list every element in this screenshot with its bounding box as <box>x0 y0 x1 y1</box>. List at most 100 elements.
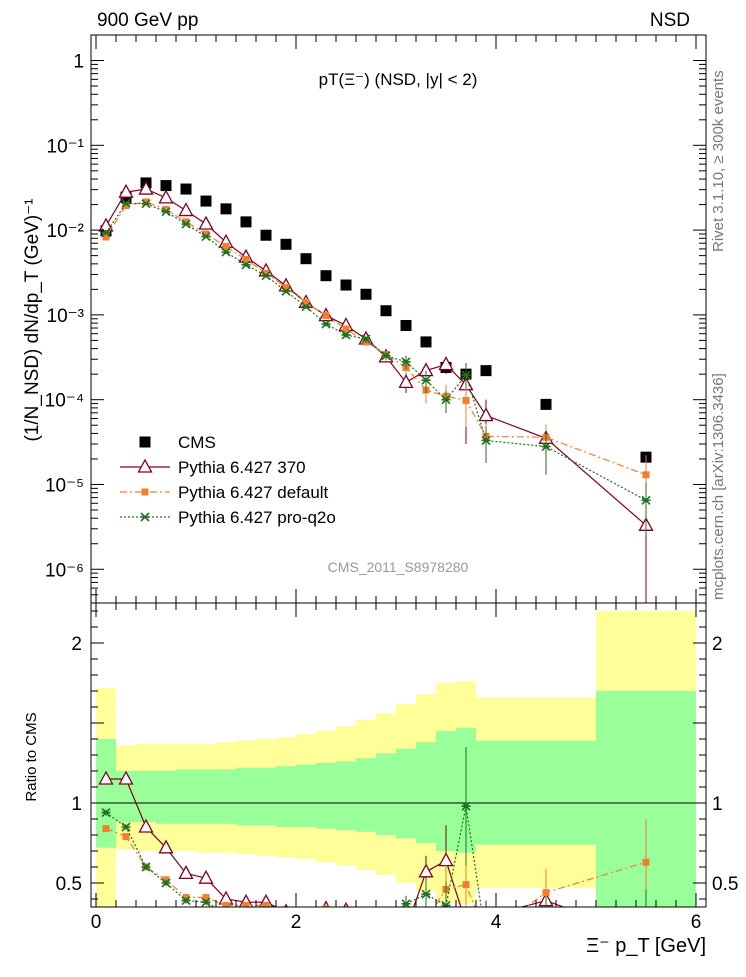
band-segment <box>496 740 596 845</box>
data-point <box>180 183 192 195</box>
data-point <box>281 286 291 296</box>
x-tick-label: 0 <box>91 912 102 933</box>
ratio-point <box>122 833 130 841</box>
data-point <box>341 330 351 340</box>
y-tick-label: 1 <box>73 52 84 73</box>
ratio-point <box>403 908 410 915</box>
band-segment <box>336 761 356 831</box>
y-tick-label-right: 0.5 <box>712 874 738 895</box>
ratio-point <box>178 865 194 880</box>
band-segment <box>96 739 116 848</box>
ratio-plot: 0.5 0.5 1 1 2 2 0 2 4 6 Ratio to CMS Ξ⁻ p_T [GeV] <box>23 602 738 957</box>
data-point <box>138 180 154 195</box>
ratio-point <box>421 889 431 899</box>
ratio-line-pythia-pro-q2o <box>105 806 482 907</box>
legend: CMS Pythia 6.427 370 Pythia 6.427 default P… <box>120 433 336 527</box>
ratio-series-pythia-pro-q2o <box>101 747 651 943</box>
ratio-point <box>121 822 131 832</box>
y-tick-label-right: 2 <box>712 634 723 655</box>
data-point <box>240 216 252 228</box>
band-segment <box>236 767 256 826</box>
ratio-point <box>284 903 288 907</box>
y-tick-label: 10⁻⁴ <box>45 391 84 412</box>
header-left: 900 GeV pp <box>97 10 198 31</box>
data-point <box>301 302 311 312</box>
data-point <box>641 495 651 505</box>
data-point <box>202 230 210 238</box>
ratio-point <box>423 916 430 923</box>
data-point <box>142 198 150 206</box>
y-tick-label: 2 <box>71 634 82 655</box>
data-point <box>381 351 391 361</box>
data-point <box>260 229 272 241</box>
legend-label: Pythia 6.427 pro-q2o <box>178 508 336 527</box>
band-segment <box>276 766 296 827</box>
ratio-point <box>400 922 413 934</box>
data-point <box>361 334 371 344</box>
ratio-line-pythia-default <box>105 828 647 907</box>
ratio-point <box>382 913 391 921</box>
ratio-point <box>118 770 134 785</box>
data-point <box>478 407 494 422</box>
data-point <box>642 471 650 479</box>
data-point <box>320 270 332 282</box>
ratio-point <box>303 912 310 919</box>
ratio-point <box>158 839 174 854</box>
y-tick-label: 10⁻³ <box>47 306 85 327</box>
data-point <box>300 253 312 265</box>
data-point <box>160 180 172 192</box>
ratio-point <box>262 901 270 907</box>
data-point <box>342 325 350 333</box>
band-segment <box>216 769 236 824</box>
ratio-point <box>222 901 230 907</box>
ratio-point <box>482 935 491 943</box>
mcplots-label: mcplots.cern.ch [arXiv:1306.3436] <box>710 373 727 600</box>
ratio-point <box>343 912 350 919</box>
data-point <box>282 284 290 292</box>
y-tick-label: 10⁻² <box>47 221 85 242</box>
ratio-point <box>460 916 473 928</box>
data-point <box>122 202 130 210</box>
data-point <box>221 247 231 257</box>
main-plot-data <box>98 177 654 603</box>
band-segment <box>476 740 496 845</box>
ratio-point <box>362 911 371 919</box>
legend-marker <box>141 488 149 496</box>
data-point <box>118 183 134 198</box>
ratio-point <box>138 818 154 833</box>
data-point <box>380 305 392 317</box>
data-point <box>401 357 411 367</box>
data-point <box>340 279 352 291</box>
ratio-point <box>342 917 351 925</box>
ratio-plot-data <box>91 611 706 943</box>
ratio-point <box>322 905 330 907</box>
ratio-point <box>322 900 330 907</box>
main-plot-ylabel: (1/N_NSD) dN/dp_T (GeV)⁻¹ <box>22 198 43 441</box>
data-point <box>398 374 414 389</box>
rivet-label: Rivet 3.1.10, ≥ 300k events <box>710 70 727 252</box>
data-point <box>420 336 432 348</box>
data-point <box>261 271 271 281</box>
ratio-point <box>283 910 290 917</box>
ratio-point <box>141 862 151 872</box>
ratio-plot-xlabel: Ξ⁻ p_T [GeV] <box>586 935 706 957</box>
band-segment <box>296 764 316 827</box>
ratio-point <box>642 909 651 917</box>
data-point <box>242 256 250 264</box>
ratio-point <box>418 863 434 878</box>
legend-marker <box>139 436 151 448</box>
y-tick-label-right: 1 <box>712 794 723 815</box>
data-point <box>481 435 491 446</box>
ratio-plot-axes: 0.5 0.5 1 1 2 2 0 2 4 6 <box>56 602 738 933</box>
ratio-point <box>441 900 451 907</box>
data-point <box>121 198 131 208</box>
band-segment <box>176 769 196 824</box>
data-point <box>201 231 211 242</box>
legend-label: Pythia 6.427 default <box>178 483 329 502</box>
band-segment <box>396 748 416 839</box>
main-plot: 10⁻⁶ 10⁻⁵ 10⁻⁴ 10⁻³ 10⁻² 10⁻¹ 1 pT(Ξ⁻) (NSD, |… <box>22 34 707 604</box>
data-point <box>198 215 214 230</box>
ratio-point <box>282 914 291 922</box>
